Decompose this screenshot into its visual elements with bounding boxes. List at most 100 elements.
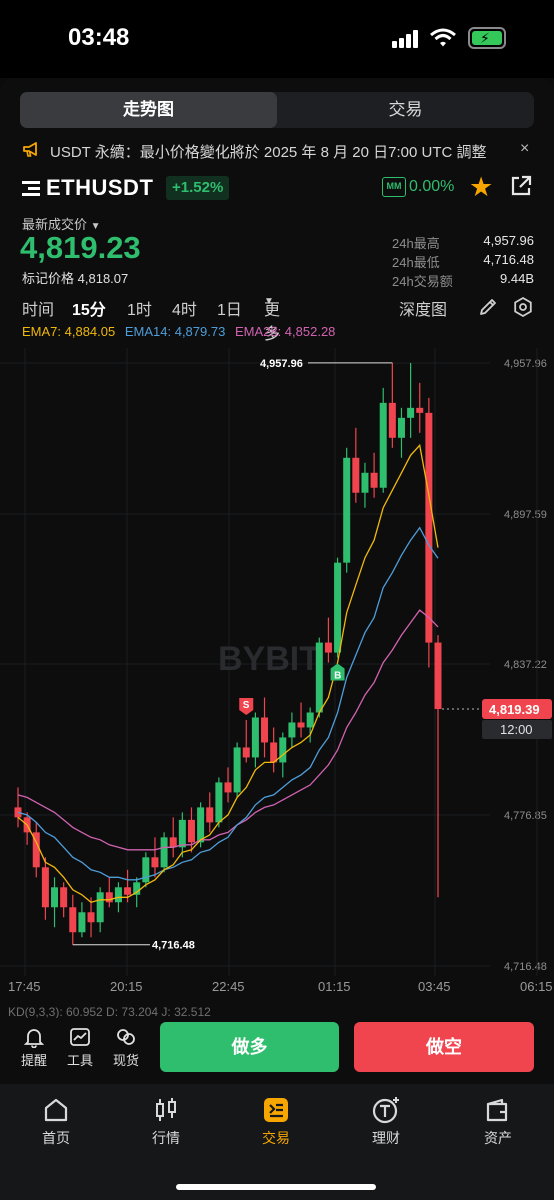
- share-external-icon[interactable]: [510, 175, 532, 197]
- y-tick-label: 4,776.85: [504, 810, 547, 822]
- y-tick-label: 4,957.96: [504, 358, 547, 370]
- buy-marker-label: B: [334, 671, 341, 682]
- view-tabs: 走势图 交易: [20, 92, 534, 128]
- x-tick-label: 22:45: [212, 979, 245, 994]
- ema28-line: [17, 609, 439, 851]
- stat-label: 24h最低: [392, 255, 440, 270]
- earn-coin-icon: [372, 1097, 399, 1124]
- candle-body: [370, 472, 378, 488]
- candle-body: [87, 912, 95, 923]
- buy-long-button[interactable]: 做多: [160, 1022, 339, 1072]
- high-price-label: 4,957.96: [260, 358, 303, 370]
- candle-body: [197, 807, 205, 843]
- candle-body: [251, 717, 259, 758]
- wifi-icon: [430, 28, 456, 47]
- interval-1d[interactable]: 1日: [217, 302, 242, 319]
- mm-icon[interactable]: MM: [382, 177, 406, 197]
- candle-body: [233, 747, 241, 793]
- interval-4h[interactable]: 4时: [172, 302, 197, 319]
- candle-body: [114, 887, 122, 903]
- countdown-tag: [482, 720, 552, 740]
- sell-short-button[interactable]: 做空: [354, 1022, 534, 1072]
- candle-body: [324, 642, 332, 653]
- status-bar: 03:48 ⚡: [0, 0, 554, 78]
- watermark-text: BYBIT: [218, 640, 320, 678]
- candle-body: [96, 892, 104, 923]
- ticker-stats: 24h最高 4,957.96 24h最低 4,716.48 24h交易额 9.44B: [392, 233, 534, 290]
- candle-body: [416, 407, 424, 413]
- candle-body: [224, 782, 232, 793]
- symbol-menu-icon: [22, 180, 40, 196]
- draw-pen-icon[interactable]: [478, 297, 498, 317]
- candle-body: [160, 837, 168, 868]
- settings-gear-icon[interactable]: [512, 296, 534, 318]
- x-tick-label: 03:45: [418, 979, 451, 994]
- last-price-label[interactable]: 最新成交价 ▼: [22, 217, 101, 232]
- candle-body: [352, 457, 360, 493]
- spot-swap-icon: [117, 1029, 135, 1045]
- battery-icon: ⚡: [468, 27, 506, 49]
- current-price-text: 4,819.39: [489, 702, 540, 717]
- stat-value: 9.44B: [500, 271, 534, 286]
- buy-marker-icon: [330, 663, 345, 681]
- nav-home[interactable]: 首页: [16, 1096, 96, 1148]
- cellular-signal-icon: [392, 30, 420, 48]
- announcement-bar[interactable]: USDT 永續：最小价格變化將於 2025 年 8 月 20 日7:00 UTC…: [22, 140, 534, 162]
- candle-body: [279, 737, 287, 763]
- favorite-star-icon[interactable]: ★: [469, 172, 494, 202]
- candlestick-chart[interactable]: 4,957.96 4,897.59 4,837.22 4,776.85 4,716.48…: [0, 348, 554, 1019]
- mark-price: 标记价格 4,818.07: [22, 271, 129, 286]
- mm-rate: 0.00%: [409, 178, 455, 195]
- candle-body: [41, 867, 49, 908]
- depth-chart-tab[interactable]: 深度图: [399, 302, 448, 319]
- interval-time[interactable]: 时间: [22, 302, 55, 319]
- trade-icon: [264, 1098, 288, 1122]
- clock: 03:48: [68, 24, 130, 51]
- chart-canvas[interactable]: 4,957.96 4,897.59 4,837.22 4,776.85 4,716.48…: [0, 348, 554, 1019]
- spot-button[interactable]: 现货: [106, 1026, 146, 1069]
- nav-earn[interactable]: 理财: [346, 1096, 426, 1148]
- candle-body: [187, 819, 195, 843]
- interval-15m[interactable]: 15分: [72, 302, 106, 319]
- candle-body: [361, 472, 369, 493]
- bell-icon: [23, 1029, 45, 1048]
- candle-body: [14, 807, 22, 818]
- change-badge: +1.52%: [166, 176, 230, 200]
- interval-1h[interactable]: 1时: [127, 302, 152, 319]
- candle-body: [242, 747, 250, 758]
- y-tick-label: 4,897.59: [504, 509, 547, 521]
- candle-body: [133, 882, 141, 895]
- tab-trade[interactable]: 交易: [388, 100, 423, 119]
- sell-marker-label: S: [243, 700, 250, 711]
- y-tick-label: 4,716.48: [504, 961, 547, 973]
- sell-marker-icon: [239, 697, 254, 715]
- y-tick-label: 4,837.22: [504, 659, 547, 671]
- stat-label: 24h最高: [392, 236, 440, 251]
- nav-markets[interactable]: 行情: [126, 1096, 206, 1148]
- tab-chart[interactable]: 走势图: [20, 92, 277, 128]
- bottom-nav: 首页 行情 交易 理财: [0, 1084, 554, 1200]
- tools-button[interactable]: 工具: [60, 1026, 100, 1069]
- x-tick-label: 06:15: [520, 979, 553, 994]
- symbol-name: ETHUSDT: [46, 175, 154, 200]
- ema-legend: EMA7: 4,884.05 EMA14: 4,879.73 EMA28: 4,…: [22, 324, 341, 339]
- x-tick-label: 01:15: [318, 979, 351, 994]
- nav-trade[interactable]: 交易: [236, 1096, 316, 1148]
- candle-body: [297, 722, 305, 728]
- candle-body: [343, 457, 351, 563]
- megaphone-icon: [23, 142, 37, 157]
- wallet-icon: [486, 1098, 508, 1122]
- indicator-label: KD(9,3,3): 60.952 D: 73.204 J: 32.512: [8, 1005, 211, 1018]
- chart-tool-icon: [70, 1028, 90, 1046]
- trade-sheet: 走势图 交易 USDT 永續：最小价格變化將於 2025 年 8 月 20 日7…: [0, 78, 554, 1200]
- nav-assets[interactable]: 资产: [458, 1096, 538, 1148]
- close-icon[interactable]: ×: [520, 140, 530, 157]
- candle-body: [288, 722, 296, 738]
- home-icon: [44, 1098, 68, 1122]
- candle-body: [32, 832, 40, 868]
- ema14-label: EMA14: 4,879.73: [124, 324, 226, 339]
- alerts-button[interactable]: 提醒: [14, 1026, 54, 1069]
- candle-body: [315, 642, 323, 713]
- ema14-line: [17, 526, 439, 881]
- ema7-line: [17, 443, 439, 904]
